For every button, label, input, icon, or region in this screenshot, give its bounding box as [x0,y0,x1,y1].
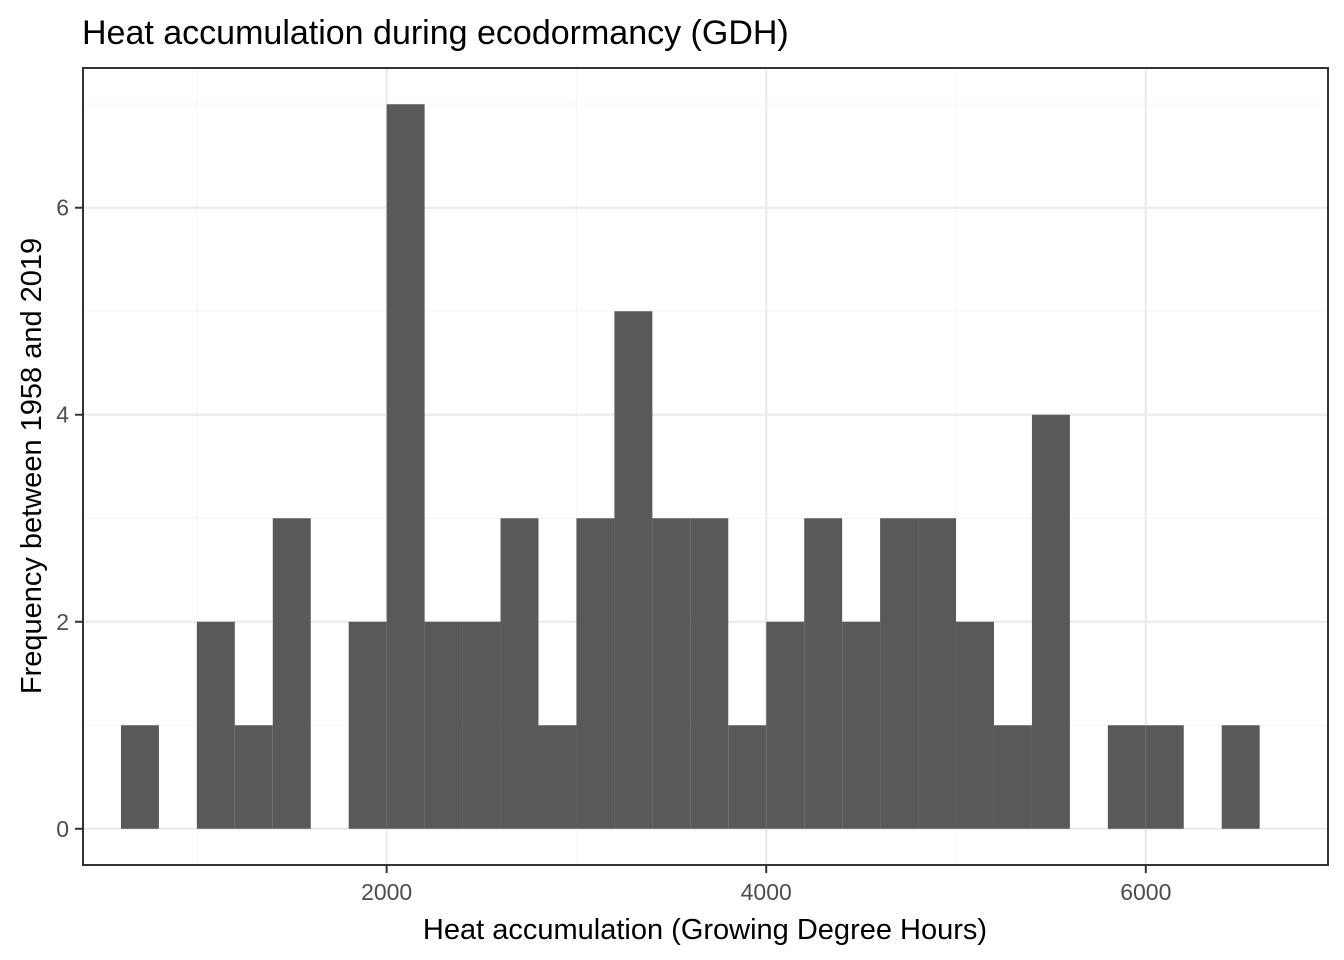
histogram-bar [766,621,805,829]
histogram-bar [424,621,463,829]
histogram-bar [234,725,273,829]
histogram-bar [120,725,159,829]
x-tick-label: 4000 [741,879,792,905]
histogram-bar [690,518,729,829]
histogram-bar [538,725,577,829]
y-axis-title: Frequency between 1958 and 2019 [16,238,48,694]
histogram-bar [804,518,843,829]
histogram-bar [956,621,994,829]
histogram-bar [348,621,387,829]
y-tick-label: 6 [56,195,69,221]
x-tick-label: 6000 [1120,879,1171,905]
x-axis: 2000 4000 6000 [361,865,1171,905]
histogram-bar [462,621,501,829]
histogram-bar [652,518,691,829]
histogram-bar [196,621,235,829]
histogram-bar [576,518,615,829]
histogram-bar [842,621,881,829]
histogram-bar [918,518,957,829]
chart-title: Heat accumulation during ecodormancy (GD… [82,14,789,52]
histogram-bar [614,311,653,829]
histogram-bar [272,518,311,829]
plot-panel [82,67,1329,866]
y-tick-label: 4 [56,402,69,428]
y-axis: 0 2 4 6 [56,195,83,842]
histogram-bar [1031,414,1070,829]
histogram-bar [993,725,1032,829]
histogram-bar [500,518,539,829]
y-tick-label: 0 [56,816,69,842]
histogram-bar [386,104,425,829]
histogram-bars [120,104,1260,829]
histogram-bar [728,725,767,829]
histogram-bar [1221,725,1260,829]
y-tick-label: 2 [56,609,69,635]
panel-border [82,67,1329,866]
histogram-bar [1145,725,1184,829]
histogram-bar [880,518,919,829]
x-axis-title: Heat accumulation (Growing Degree Hours) [423,914,987,946]
x-tick-label: 2000 [361,879,412,905]
histogram-bar [1107,725,1146,829]
